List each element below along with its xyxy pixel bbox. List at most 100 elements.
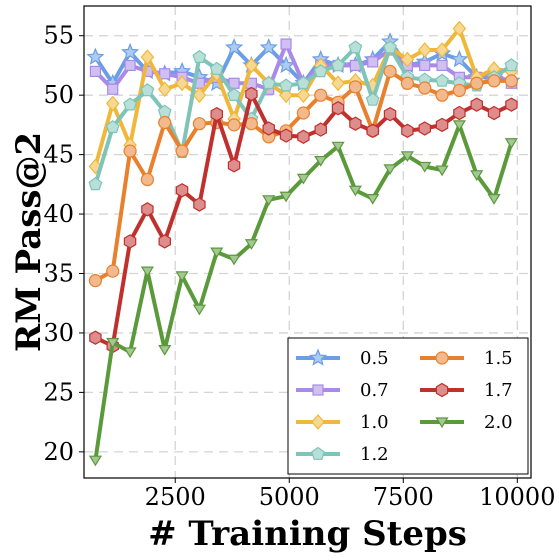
data-point	[106, 264, 120, 278]
data-point	[86, 47, 105, 65]
data-point	[366, 123, 379, 138]
data-point	[435, 117, 449, 133]
legend-marker	[311, 414, 325, 430]
y-tick-label: 40	[43, 200, 74, 228]
data-point	[296, 87, 311, 104]
data-point	[210, 247, 224, 259]
data-point	[158, 234, 171, 249]
data-point	[279, 78, 293, 92]
data-point	[158, 344, 172, 356]
data-point	[227, 254, 241, 266]
series-lines	[86, 20, 521, 467]
legend-item: 1.2	[296, 444, 389, 465]
series-1.7	[89, 86, 518, 354]
data-point	[487, 74, 501, 88]
data-point	[105, 120, 120, 134]
data-point	[209, 61, 224, 75]
data-point	[417, 42, 432, 58]
data-point	[452, 83, 466, 98]
data-point	[140, 172, 155, 187]
data-point	[452, 120, 466, 132]
data-point	[175, 144, 189, 158]
legend-marker	[435, 351, 449, 365]
data-point	[296, 106, 310, 120]
data-point	[349, 116, 362, 131]
data-point	[348, 40, 363, 54]
data-point	[123, 97, 138, 111]
legend-item: 0.7	[296, 380, 389, 401]
data-point	[193, 197, 206, 212]
data-point	[314, 88, 328, 102]
data-point	[383, 40, 397, 54]
data-point	[504, 74, 518, 88]
legend-label: 0.7	[360, 380, 389, 401]
data-point	[401, 123, 414, 138]
data-point	[383, 64, 397, 78]
axis-ticks: 20 25 30 35 40 45 50 55 2500 5000 7500 10000	[43, 22, 555, 511]
x-axis-label: # Training Steps	[148, 514, 467, 554]
data-point	[504, 58, 519, 72]
y-tick-label: 45	[43, 141, 74, 169]
plot-frame	[83, 5, 532, 479]
x-tick-label: 10000	[479, 483, 555, 511]
data-point	[227, 118, 241, 132]
data-point	[140, 49, 155, 66]
data-point	[487, 105, 501, 121]
data-point	[297, 129, 310, 144]
data-point	[436, 59, 448, 72]
legend-marker	[311, 446, 325, 460]
legend-marker	[312, 384, 324, 396]
legend-label: 1.7	[484, 380, 513, 401]
data-point	[348, 80, 362, 94]
data-point	[124, 59, 136, 72]
data-point	[192, 49, 207, 64]
data-point	[366, 194, 380, 205]
series-2.0	[88, 120, 518, 467]
y-tick-label: 30	[43, 319, 74, 347]
data-point	[158, 115, 172, 130]
y-tick-label: 50	[43, 81, 74, 109]
y-tick-label: 20	[43, 438, 74, 466]
data-point	[123, 234, 137, 249]
data-point	[279, 87, 293, 104]
data-point	[261, 76, 276, 90]
y-tick-label: 25	[43, 378, 74, 406]
data-point	[331, 75, 345, 92]
legend-box	[287, 337, 529, 475]
data-point	[280, 38, 292, 50]
data-point	[331, 58, 345, 72]
data-point	[88, 274, 103, 288]
data-point	[244, 239, 258, 250]
data-point	[470, 170, 484, 181]
x-tick-label: 7500	[373, 483, 434, 511]
data-point	[504, 138, 518, 149]
data-point	[296, 76, 311, 90]
data-point	[331, 141, 345, 153]
data-point	[314, 155, 328, 167]
data-point	[279, 191, 293, 203]
data-point	[227, 158, 241, 173]
data-point	[89, 330, 102, 345]
data-point	[210, 107, 223, 122]
data-point	[141, 202, 154, 217]
data-point	[259, 38, 278, 56]
data-point	[175, 183, 189, 198]
data-point	[279, 128, 293, 143]
data-point	[140, 83, 155, 97]
data-point	[435, 165, 449, 177]
data-point	[400, 151, 414, 162]
x-tick-label: 5000	[259, 483, 320, 511]
data-point	[159, 68, 171, 80]
legend-item: 1.0	[296, 412, 389, 433]
data-point	[383, 164, 397, 176]
data-point	[418, 161, 432, 173]
data-point	[225, 38, 244, 56]
data-point	[435, 88, 449, 102]
data-point	[400, 51, 415, 68]
data-point	[419, 59, 431, 72]
data-point	[470, 97, 483, 112]
data-point	[107, 83, 119, 95]
y-axis-label: RM Pass@2	[9, 132, 49, 352]
legend: 0.5 0.7 1.0 1.2 1.5 1.7 2.0	[287, 337, 529, 475]
data-point	[348, 185, 362, 197]
